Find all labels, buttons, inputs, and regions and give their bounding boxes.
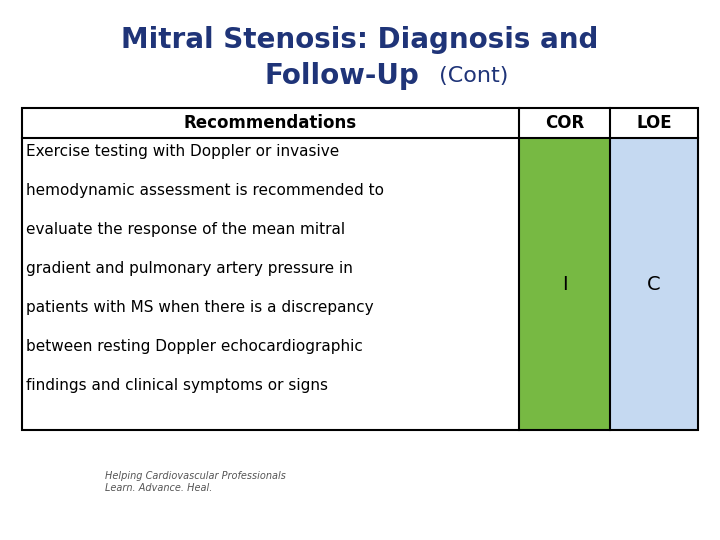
Text: I: I [562,274,567,294]
Bar [519,138,610,430]
Text: between resting Doppler echocardiographic: between resting Doppler echocardiographi… [26,339,363,354]
Text: (Cont): (Cont) [432,66,508,86]
Text: gradient and pulmonary artery pressure in: gradient and pulmonary artery pressure i… [26,261,353,276]
Text: hemodynamic assessment is recommended to: hemodynamic assessment is recommended to [26,183,384,198]
Bar [22,108,698,430]
Text: patients with MS when there is a discrepancy: patients with MS when there is a discrep… [26,300,374,315]
Text: Exercise testing with Doppler or invasive: Exercise testing with Doppler or invasiv… [26,144,339,159]
Text: Helping Cardiovascular Professionals
Learn. Advance. Heal.: Helping Cardiovascular Professionals Lea… [105,471,286,493]
Text: C: C [647,274,661,294]
Bar [610,138,698,430]
Text: Follow-Up: Follow-Up [265,62,419,90]
Text: evaluate the response of the mean mitral: evaluate the response of the mean mitral [26,222,345,237]
Text: findings and clinical symptoms or signs: findings and clinical symptoms or signs [26,377,328,393]
Text: Recommendations: Recommendations [184,114,357,132]
Text: COR: COR [545,114,584,132]
Text: LOE: LOE [636,114,672,132]
Text: Mitral Stenosis: Diagnosis and: Mitral Stenosis: Diagnosis and [121,26,599,54]
